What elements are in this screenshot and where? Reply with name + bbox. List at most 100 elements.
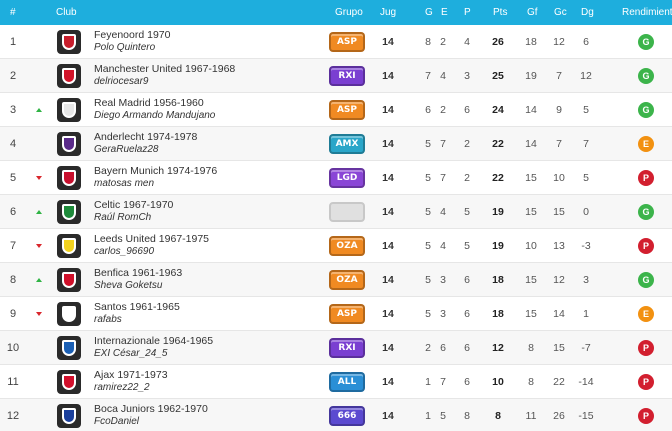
won: 5 xyxy=(425,205,431,218)
header-dg[interactable]: Dg xyxy=(581,7,594,18)
table-row[interactable]: 6 Celtic 1967-1970 Raúl RomCh 14 5 4 5 19 15 15 0 G xyxy=(0,195,672,229)
goals-for: 19 xyxy=(525,69,537,82)
played: 14 xyxy=(382,341,394,354)
manager-name[interactable]: FcoDaniel xyxy=(94,416,140,427)
manager-name[interactable]: carlos_96690 xyxy=(94,246,155,257)
goals-against: 10 xyxy=(553,171,565,184)
shield-icon xyxy=(57,131,81,156)
club-name[interactable]: Ajax 1971-1973 xyxy=(94,369,168,381)
table-row[interactable]: 10 Internazionale 1964-1965 EXI César_24_5… xyxy=(0,331,672,365)
header-club[interactable]: Club xyxy=(56,7,77,18)
performance-badge: P xyxy=(638,373,654,390)
trend xyxy=(34,127,44,160)
table-row[interactable]: 2 Manchester United 1967-1968 delriocesar9… xyxy=(0,59,672,93)
club-cell[interactable]: Boca Juniors 1962-1970 FcoDaniel xyxy=(94,399,324,431)
group-badge[interactable]: AMX xyxy=(329,133,365,154)
group-badge[interactable]: ALL xyxy=(329,371,365,392)
header-gc[interactable]: Gc xyxy=(554,7,567,18)
group-badge[interactable]: RXI xyxy=(329,65,365,86)
club-name[interactable]: Anderlecht 1974-1978 xyxy=(94,131,198,143)
group-badge[interactable]: ASP xyxy=(329,31,365,52)
header-pts[interactable]: Pts xyxy=(493,7,508,18)
shield-icon xyxy=(57,199,81,224)
club-badge xyxy=(54,229,84,262)
table-row[interactable]: 1 Feyenoord 1970 Polo Quintero ASP 14 8 2 4 26 18… xyxy=(0,25,672,59)
club-name[interactable]: Boca Juniors 1962-1970 xyxy=(94,403,208,415)
table-row[interactable]: 4 Anderlecht 1974-1978 GeraRuelaz28 AMX 14 5 7… xyxy=(0,127,672,161)
manager-name[interactable]: rafabs xyxy=(94,314,122,325)
club-cell[interactable]: Internazionale 1964-1965 EXI César_24_5 xyxy=(94,331,324,364)
club-cell[interactable]: Celtic 1967-1970 Raúl RomCh xyxy=(94,195,324,228)
goal-difference: 3 xyxy=(583,273,589,286)
club-badge xyxy=(54,331,84,364)
goal-difference: 12 xyxy=(580,69,592,82)
club-name[interactable]: Real Madrid 1956-1960 xyxy=(94,97,204,109)
table-row[interactable]: 11 Ajax 1971-1973 ramirez22_2 ALL 14 1 7 6 10 8 22… xyxy=(0,365,672,399)
goals-against: 12 xyxy=(553,273,565,286)
table-row[interactable]: 3 Real Madrid 1956-1960 Diego Armando Mand… xyxy=(0,93,672,127)
manager-name[interactable]: Raúl RomCh xyxy=(94,212,152,223)
header-jug[interactable]: Jug xyxy=(380,7,397,18)
club-name[interactable]: Bayern Munich 1974-1976 xyxy=(94,165,218,177)
manager-name[interactable]: Polo Quintero xyxy=(94,42,156,53)
manager-name[interactable]: Sheva Goketsu xyxy=(94,280,163,291)
table-row[interactable]: 12 Boca Juniors 1962-1970 FcoDaniel 666 14 1 5… xyxy=(0,399,672,431)
group-badge[interactable]: LGD xyxy=(329,167,365,188)
club-name[interactable]: Feyenoord 1970 xyxy=(94,29,171,41)
club-cell[interactable]: Benfica 1961-1963 Sheva Goketsu xyxy=(94,263,324,296)
performance-badge: P xyxy=(638,237,654,254)
goals-for: 14 xyxy=(525,137,537,150)
group-badge[interactable]: ASP xyxy=(329,303,365,324)
header-g[interactable]: G xyxy=(425,7,433,18)
manager-name[interactable]: delriocesar9 xyxy=(94,76,149,87)
club-cell[interactable]: Bayern Munich 1974-1976 matosas men xyxy=(94,161,324,194)
shield-icon xyxy=(57,403,81,428)
club-badge xyxy=(54,365,84,398)
club-name[interactable]: Internazionale 1964-1965 xyxy=(94,335,214,347)
manager-name[interactable]: EXI César_24_5 xyxy=(94,348,168,359)
club-cell[interactable]: Ajax 1971-1973 ramirez22_2 xyxy=(94,365,324,398)
group-badge[interactable]: OZA xyxy=(329,235,365,256)
club-cell[interactable]: Real Madrid 1956-1960 Diego Armando Mandu… xyxy=(94,93,324,126)
table-row[interactable]: 9 Santos 1961-1965 rafabs ASP 14 5 3 6 18 15 14 1 E xyxy=(0,297,672,331)
lost: 6 xyxy=(464,103,470,116)
header-p[interactable]: P xyxy=(464,7,471,18)
header-grupo[interactable]: Grupo xyxy=(335,7,363,18)
table-row[interactable]: 5 Bayern Munich 1974-1976 matosas men LGD 14… xyxy=(0,161,672,195)
club-name[interactable]: Leeds United 1967-1975 xyxy=(94,233,210,245)
points: 18 xyxy=(492,273,504,286)
club-name[interactable]: Manchester United 1967-1968 xyxy=(94,63,236,75)
table-row[interactable]: 8 Benfica 1961-1963 Sheva Goketsu OZA 14 5 3 6 1… xyxy=(0,263,672,297)
club-cell[interactable]: Santos 1961-1965 rafabs xyxy=(94,297,324,330)
club-cell[interactable]: Anderlecht 1974-1978 GeraRuelaz28 xyxy=(94,127,324,160)
group-badge[interactable]: 666 xyxy=(329,405,365,426)
header-e[interactable]: E xyxy=(441,7,448,18)
manager-name[interactable]: GeraRuelaz28 xyxy=(94,144,159,155)
shield-icon xyxy=(57,233,81,258)
manager-name[interactable]: ramirez22_2 xyxy=(94,382,150,393)
manager-name[interactable]: Diego Armando Mandujano xyxy=(94,110,216,121)
group-badge[interactable]: RXI xyxy=(329,337,365,358)
drawn: 7 xyxy=(440,137,446,150)
club-cell[interactable]: Feyenoord 1970 Polo Quintero xyxy=(94,25,324,58)
club-name[interactable]: Celtic 1967-1970 xyxy=(94,199,174,211)
header-gf[interactable]: Gf xyxy=(527,7,538,18)
club-cell[interactable]: Leeds United 1967-1975 carlos_96690 xyxy=(94,229,324,262)
group-badge[interactable] xyxy=(329,201,365,222)
manager-name[interactable]: matosas men xyxy=(94,178,155,189)
club-cell[interactable]: Manchester United 1967-1968 delriocesar9 xyxy=(94,59,324,92)
trend xyxy=(34,263,44,296)
goals-against: 22 xyxy=(553,375,565,388)
performance-badge: P xyxy=(638,169,654,186)
performance-badge: G xyxy=(638,67,654,84)
group-badge[interactable]: ASP xyxy=(329,99,365,120)
group-cell: ASP xyxy=(327,297,367,330)
group-cell: AMX xyxy=(327,127,367,160)
club-badge xyxy=(54,195,84,228)
club-name[interactable]: Santos 1961-1965 xyxy=(94,301,180,313)
club-name[interactable]: Benfica 1961-1963 xyxy=(94,267,183,279)
group-badge[interactable]: OZA xyxy=(329,269,365,290)
table-row[interactable]: 7 Leeds United 1967-1975 carlos_96690 OZA 14… xyxy=(0,229,672,263)
performance: P xyxy=(636,331,656,364)
group-cell: OZA xyxy=(327,263,367,296)
